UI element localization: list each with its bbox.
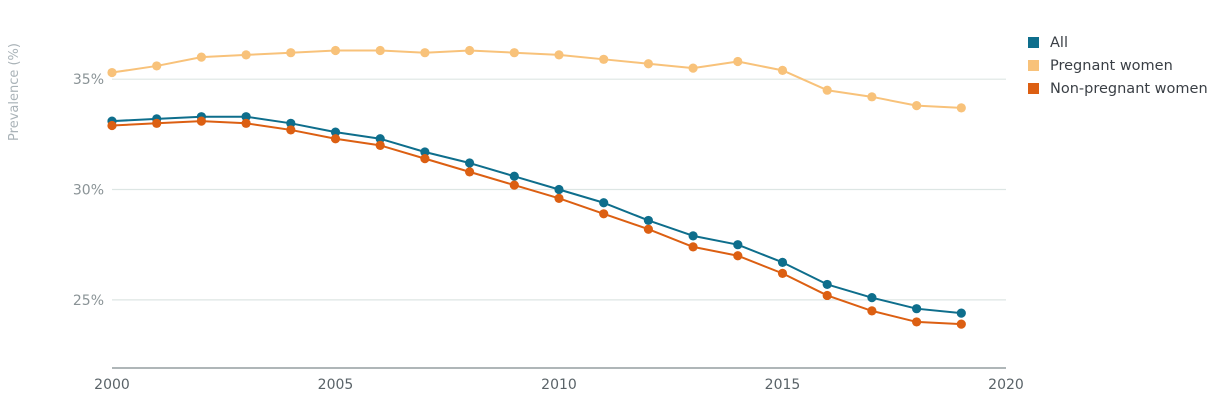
data-point [465, 45, 475, 56]
data-point [822, 290, 832, 301]
x-tick-label: 2020 [988, 377, 1024, 393]
data-point [554, 184, 564, 195]
data-point [912, 317, 922, 327]
data-point [330, 45, 341, 56]
x-tick-label: 2000 [94, 377, 130, 393]
tick-labels: 25% 30% 35% 2000 2005 2010 2015 2020 [73, 72, 1024, 393]
data-point [152, 61, 162, 71]
data-point [867, 306, 877, 316]
data-point [286, 48, 296, 58]
data-point [777, 65, 788, 75]
data-point [867, 293, 877, 303]
data-point [286, 118, 296, 128]
data-point [375, 140, 385, 150]
x-tick-label: 2015 [765, 377, 801, 393]
series-all [107, 112, 966, 318]
x-tick-label: 2010 [541, 377, 577, 393]
data-point [509, 171, 519, 181]
legend-item[interactable]: Non-pregnant women [1028, 77, 1208, 100]
data-point [643, 215, 654, 226]
legend-item[interactable]: All [1028, 31, 1208, 54]
data-point [912, 101, 922, 111]
series-layer [107, 45, 966, 329]
data-point [554, 193, 564, 203]
legend-label: Non-pregnant women [1050, 80, 1208, 97]
y-tick-label: 35% [73, 72, 104, 88]
data-point [956, 103, 966, 113]
legend-label: All [1050, 34, 1068, 51]
data-point [643, 224, 654, 234]
data-point [420, 48, 430, 58]
legend-label: Pregnant women [1050, 57, 1173, 74]
data-point [956, 308, 966, 318]
data-point [509, 48, 519, 58]
data-point [375, 45, 385, 56]
data-point [733, 56, 743, 67]
y-tick-label: 30% [73, 183, 104, 199]
data-point [777, 268, 788, 278]
data-point [599, 198, 609, 208]
data-point [733, 251, 743, 261]
data-point [912, 304, 922, 314]
data-point [241, 50, 251, 60]
data-point [688, 63, 698, 73]
data-point [599, 54, 609, 64]
data-point [465, 167, 475, 177]
series-line [111, 115, 962, 315]
data-point [420, 154, 430, 164]
data-point [330, 134, 341, 144]
series-line [111, 49, 962, 109]
data-point [152, 118, 162, 128]
data-point [777, 257, 788, 267]
x-tick-label: 2005 [318, 377, 354, 393]
data-point [196, 116, 206, 126]
data-point [733, 240, 743, 250]
data-point [241, 112, 251, 122]
data-point [196, 52, 206, 62]
legend-swatch [1028, 83, 1039, 94]
data-point [554, 50, 564, 60]
series-line [111, 120, 962, 326]
legend: All Pregnant women Non-pregnant women [1028, 31, 1208, 100]
legend-swatch [1028, 37, 1039, 48]
data-point [241, 118, 251, 128]
data-point [330, 127, 341, 137]
data-point [375, 134, 385, 144]
data-point [599, 209, 609, 219]
data-point [867, 92, 877, 102]
legend-item[interactable]: Pregnant women [1028, 54, 1208, 77]
series-pregnant-women [107, 45, 966, 113]
data-point [286, 125, 296, 135]
data-point [956, 319, 966, 329]
y-axis-title: Prevalence (%) [7, 43, 22, 141]
data-point [688, 242, 698, 252]
y-tick-label: 25% [73, 293, 104, 309]
data-point [509, 180, 519, 190]
data-point [107, 67, 117, 78]
data-point [465, 158, 475, 168]
data-point [107, 120, 117, 131]
data-point [643, 59, 654, 69]
series-non-pregnant-women [107, 116, 966, 329]
data-point [420, 147, 430, 157]
data-point [822, 279, 832, 290]
data-point [688, 231, 698, 241]
legend-swatch [1028, 60, 1039, 71]
data-point [822, 85, 832, 95]
